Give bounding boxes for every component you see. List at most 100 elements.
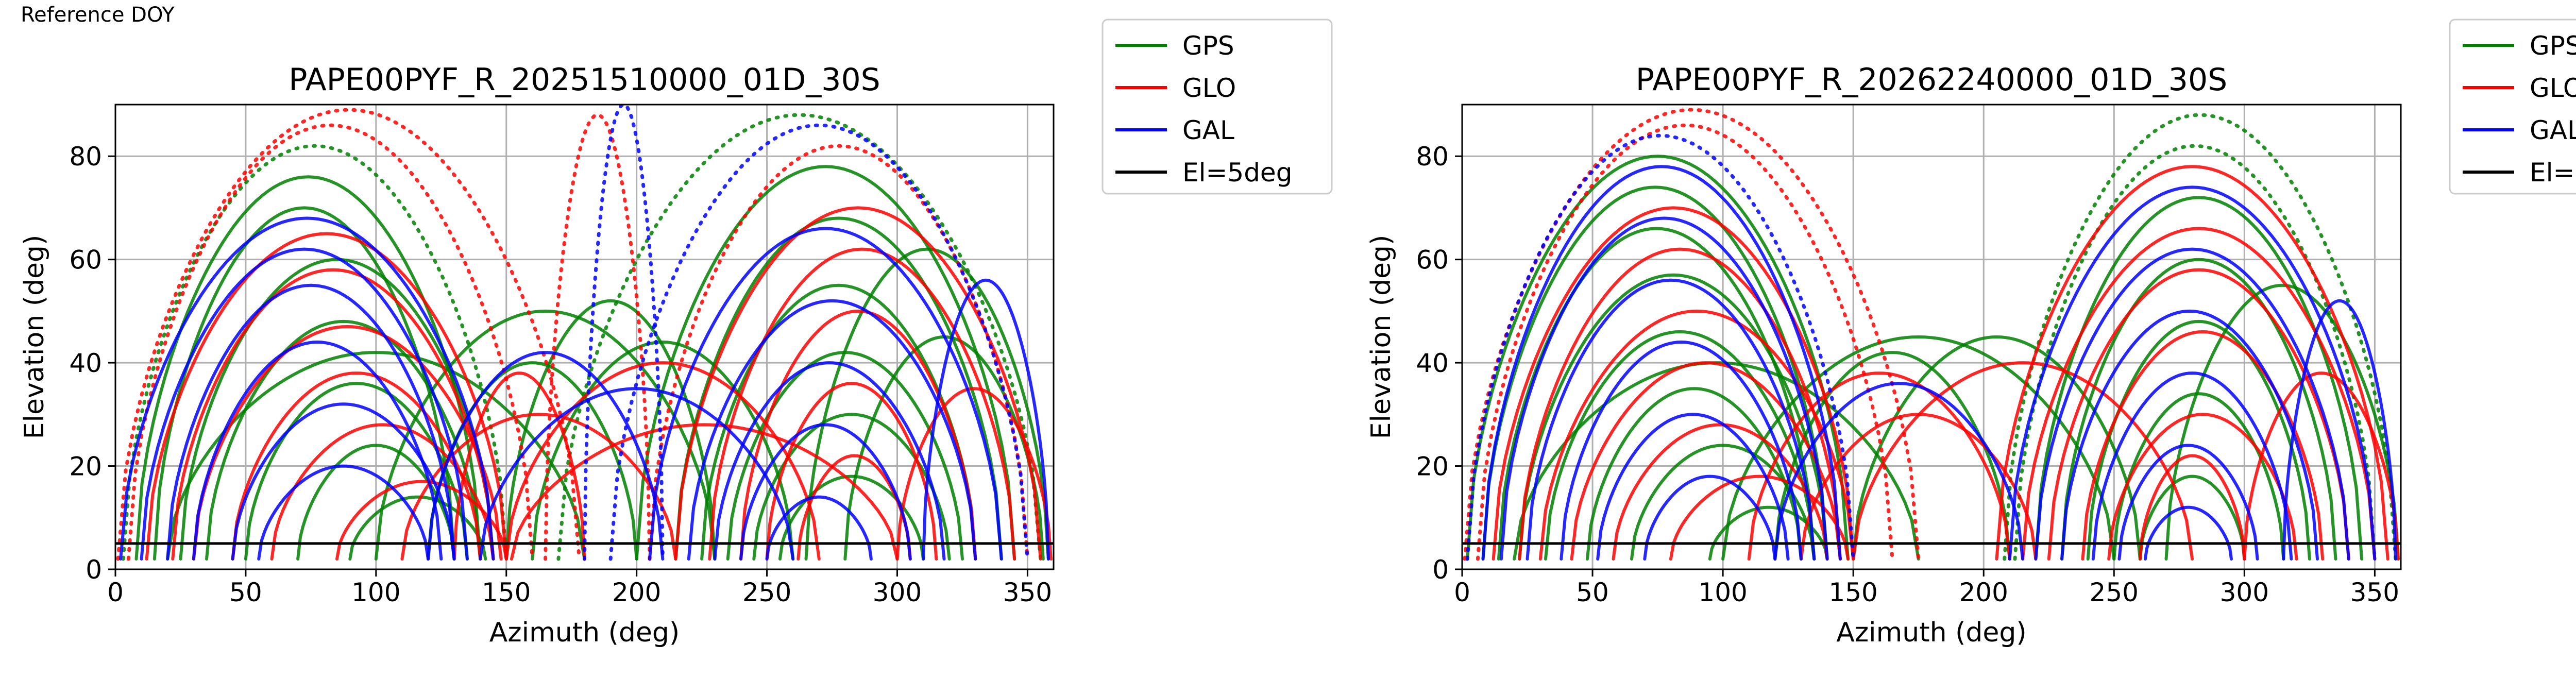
legend-label: GPS <box>1182 31 1234 61</box>
legend-label: GAL <box>1182 115 1234 145</box>
gal-track <box>479 387 795 561</box>
series-glo <box>1463 108 2400 561</box>
glo-track <box>648 144 1029 561</box>
gal-track <box>2091 371 2293 561</box>
gal-track <box>2034 247 2350 561</box>
glo-track <box>2047 268 2350 561</box>
legend-label: GPS <box>2530 31 2576 61</box>
gal-track <box>119 216 495 561</box>
x-tick-label: 150 <box>482 578 531 607</box>
chart-panel-2: 0 50 100 150 200 250 300 350 0 20 40 60 80 PAPE00PYF_… <box>1366 19 2576 648</box>
gps-track <box>1466 155 1850 561</box>
gal-track <box>1596 413 1790 561</box>
gal-track <box>739 423 912 561</box>
glo-track <box>1995 165 2389 561</box>
y-tick-label: 20 <box>69 452 102 482</box>
series-gps <box>1466 113 2400 561</box>
x-tick-label: 250 <box>742 578 791 607</box>
series-gal <box>1465 133 2397 561</box>
gal-track <box>427 351 665 561</box>
gps-track <box>2013 144 2377 561</box>
plot-area <box>1463 108 2400 561</box>
glo-track <box>1476 123 1894 561</box>
x-tick-label: 100 <box>351 578 400 607</box>
y-tick-label: 20 <box>1416 452 1449 482</box>
chart-title: PAPE00PYF_R_20251510000_01D_30S <box>289 62 880 98</box>
gal-track <box>583 105 665 561</box>
gal-track <box>648 227 1003 561</box>
glo-track <box>171 268 495 561</box>
gps-track <box>2164 283 2400 561</box>
gal-track <box>2008 185 2377 561</box>
gal-track <box>231 402 456 561</box>
glo-track <box>1669 474 1850 561</box>
gps-track <box>556 113 1043 561</box>
glo-track <box>1799 413 2038 561</box>
glo-track <box>1852 361 2194 561</box>
glo-track <box>231 371 482 561</box>
x-tick-label: 50 <box>1576 578 1609 607</box>
x-tick-label: 350 <box>2350 578 2399 607</box>
chart-panel-1: 0 50 100 150 200 250 300 350 0 20 40 60 80 PAPE00PYF_… <box>19 19 1333 648</box>
gal-track <box>1643 474 1777 561</box>
y-tick-label: 40 <box>1416 348 1449 378</box>
gps-track <box>804 247 1050 561</box>
x-tick-label: 100 <box>1698 578 1747 607</box>
legend: GPS GLO GAL El=5deg <box>1101 19 1333 195</box>
x-tick-label: 0 <box>1454 578 1470 607</box>
y-tick-label: 0 <box>86 555 102 585</box>
gal-track <box>1560 340 1803 561</box>
gps-track <box>152 206 456 561</box>
gal-track <box>922 278 1050 561</box>
glo-track <box>2243 371 2400 561</box>
x-axis-label: Azimuth (deg) <box>1836 617 2026 648</box>
y-tick-label: 0 <box>1432 555 1449 585</box>
glo-track <box>2138 454 2246 561</box>
gal-track <box>713 361 946 561</box>
y-tick-label: 60 <box>1416 245 1449 275</box>
gal-track <box>2282 299 2397 561</box>
glo-track <box>335 480 508 561</box>
glo-track <box>1538 309 1855 561</box>
y-tick-label: 60 <box>69 245 102 275</box>
gal-track <box>192 340 443 561</box>
gps-track <box>1518 273 1829 561</box>
gps-track <box>674 216 1003 561</box>
x-tick-label: 200 <box>1959 578 2008 607</box>
x-tick-label: 300 <box>873 578 922 607</box>
gps-track <box>1481 185 1829 561</box>
glo-track <box>145 232 508 561</box>
gps-track <box>179 258 495 561</box>
glo-track <box>504 361 821 561</box>
gal-track <box>1499 216 1829 561</box>
y-axis-label: Elevation (deg) <box>19 235 50 439</box>
chart-title: PAPE00PYF_R_20262240000_01D_30S <box>1636 62 2227 98</box>
x-tick-label: 150 <box>1828 578 1877 607</box>
glo-track <box>1612 423 1829 561</box>
glo-track <box>126 123 534 561</box>
plot-area <box>116 105 1053 561</box>
gps-track <box>121 144 509 561</box>
legend-label: GAL <box>2530 115 2576 145</box>
y-tick-label: 80 <box>69 142 102 172</box>
gps-track <box>2138 474 2246 561</box>
y-tick-label: 40 <box>69 348 102 378</box>
gps-track <box>2060 258 2337 561</box>
gal-track <box>687 299 977 561</box>
legend-label: El=5deg <box>1182 158 1292 188</box>
gps-track <box>244 382 469 561</box>
x-tick-label: 350 <box>1003 578 1052 607</box>
gal-track <box>2060 309 2319 561</box>
x-tick-label: 0 <box>107 578 124 607</box>
axes-frame <box>1461 104 2402 570</box>
gps-track <box>504 299 717 561</box>
x-tick-label: 250 <box>2090 578 2139 607</box>
gal-track <box>1773 382 2025 561</box>
gal-track <box>257 464 430 561</box>
legend-box <box>1101 19 1333 195</box>
gal-track <box>1481 165 1842 561</box>
page-title: Reference DOY <box>21 3 175 27</box>
legend-label: GLO <box>1182 73 1236 103</box>
gps-track <box>1852 335 2142 561</box>
